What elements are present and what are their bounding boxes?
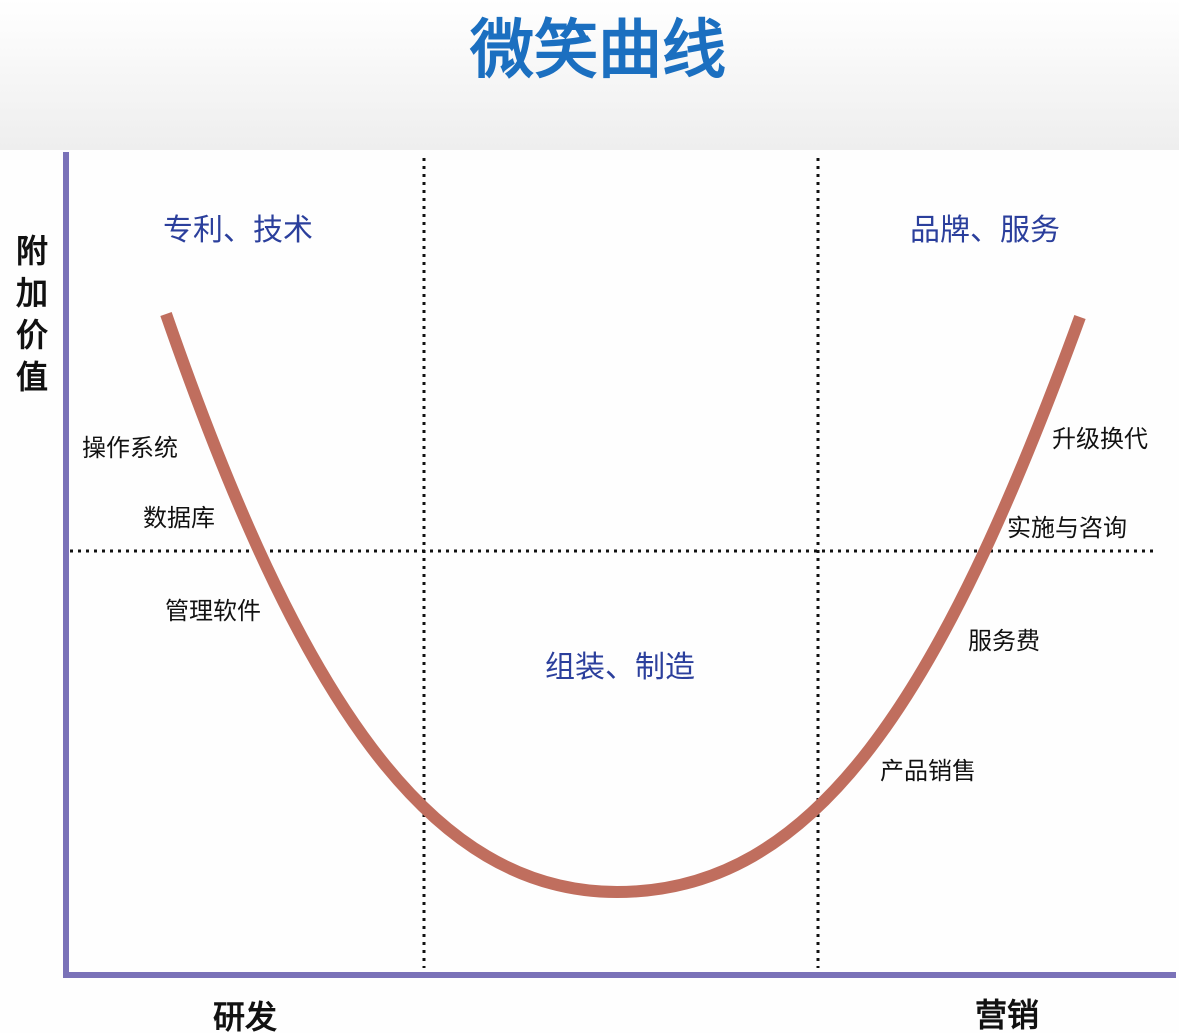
zone-label-left: 专利、技术 [163,213,313,248]
y-axis-label-char: 值 [16,358,48,396]
zone-label-right: 品牌、服务 [910,213,1060,248]
y-axis-label-char: 加 [16,274,48,312]
left-item: 数据库 [143,504,215,532]
right-item: 升级换代 [1052,425,1148,453]
left-item: 管理软件 [165,597,261,625]
smile-curve [160,312,1086,899]
x-axis-label-right: 营销 [975,996,1039,1033]
right-item: 实施与咨询 [1007,514,1127,542]
diagram-title: 微笑曲线 [469,14,726,88]
header-background [0,0,1179,150]
x-axis-label-left: 研发 [213,998,277,1033]
left-item: 操作系统 [82,434,178,462]
zone-label-middle: 组装、制造 [545,650,695,685]
plot-background [0,150,1179,1033]
y-axis-label-char: 价 [16,316,48,354]
right-item: 服务费 [968,627,1040,655]
right-item: 产品销售 [880,757,976,785]
y-axis-label-char: 附 [16,232,48,270]
